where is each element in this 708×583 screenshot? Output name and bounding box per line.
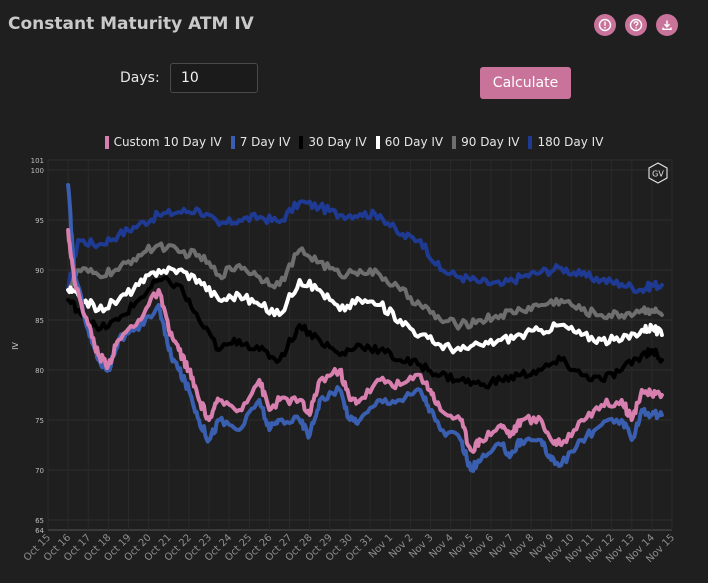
- help-icon: [629, 18, 643, 32]
- y-axis-label: IV: [11, 342, 20, 350]
- legend-swatch: [104, 135, 109, 149]
- download-button[interactable]: [656, 14, 678, 36]
- y-tick-label: 101: [31, 157, 44, 165]
- y-axis-ticks: 64 65 70 75 80 85 90 95 100 101: [31, 157, 45, 535]
- y-tick-label: 90: [35, 267, 44, 275]
- legend-item-custom-10-day[interactable]: Custom 10 Day IV: [104, 135, 222, 149]
- legend-label: 90 Day IV: [461, 135, 520, 149]
- legend-label: 7 Day IV: [239, 135, 291, 149]
- legend-item-7-day[interactable]: 7 Day IV: [230, 135, 291, 149]
- legend-item-90-day[interactable]: 90 Day IV: [452, 135, 519, 149]
- chart-series: [66, 183, 664, 473]
- series-line-30-day-iv: [66, 275, 664, 390]
- legend-label: 60 Day IV: [384, 135, 444, 149]
- series-line-60-day-iv: [66, 265, 664, 355]
- legend-swatch: [452, 135, 457, 149]
- legend-swatch: [375, 135, 380, 149]
- y-tick-label: 100: [31, 167, 44, 175]
- help-button[interactable]: [625, 14, 647, 36]
- legend-item-30-day[interactable]: 30 Day IV: [299, 135, 367, 149]
- legend-swatch: [230, 135, 235, 149]
- y-tick-label: 95: [35, 217, 44, 225]
- download-icon: [662, 20, 672, 30]
- y-tick-label: 64: [35, 527, 44, 535]
- series-line-180-day-iv: [66, 199, 664, 295]
- legend-swatch: [528, 135, 533, 149]
- series-line-90-day-iv: [66, 241, 664, 331]
- days-input[interactable]: [170, 63, 258, 93]
- y-tick-label: 75: [35, 417, 44, 425]
- calculate-button[interactable]: Calculate: [480, 67, 571, 99]
- alert-button[interactable]: [594, 14, 616, 36]
- legend-swatch: [299, 135, 304, 149]
- y-tick-label: 70: [35, 467, 44, 475]
- chart-legend: Custom 10 Day IV 7 Day IV 30 Day IV 60 D…: [0, 135, 708, 149]
- legend-item-60-day[interactable]: 60 Day IV: [375, 135, 444, 149]
- series-line-custom-10-day-iv: [66, 228, 664, 454]
- legend-label: 30 Day IV: [308, 135, 367, 149]
- y-tick-label: 80: [35, 367, 44, 375]
- legend-label: 180 Day IV: [537, 135, 604, 149]
- legend-item-180-day[interactable]: 180 Day IV: [528, 135, 603, 149]
- y-tick-label: 65: [35, 517, 44, 525]
- legend-label: Custom 10 Day IV: [113, 135, 222, 149]
- page-title: Constant Maturity ATM IV: [8, 14, 254, 34]
- days-label: Days:: [120, 70, 160, 86]
- watermark-text: GV: [652, 170, 664, 179]
- alert-icon: [598, 18, 612, 32]
- watermark-logo: GV: [648, 162, 668, 184]
- series-line-7-day-iv: [66, 183, 664, 473]
- y-tick-label: 85: [35, 317, 44, 325]
